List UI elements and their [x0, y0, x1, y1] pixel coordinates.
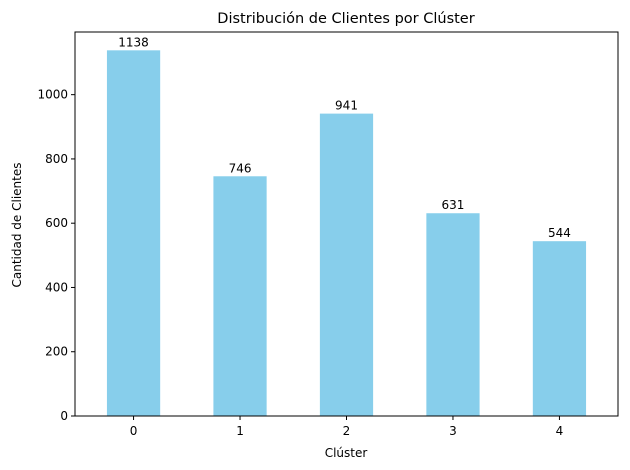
y-tick-label: 800	[45, 152, 68, 166]
x-tick-label: 0	[130, 424, 138, 438]
x-tick-label: 4	[556, 424, 564, 438]
y-tick-label: 200	[45, 345, 68, 359]
plot-frame	[74, 31, 619, 417]
bar-cluster-2	[319, 113, 374, 416]
data-label-cluster-4: 544	[548, 226, 571, 240]
y-axis-ticks: 0 200 400 600 800 1000	[37, 88, 75, 423]
x-axis-ticks: 0 1 2 3 4	[130, 416, 564, 438]
y-axis-label: Cantidad de Clientes	[10, 163, 24, 288]
bars	[106, 50, 587, 417]
bar-cluster-3	[426, 213, 480, 416]
x-axis-label: Clúster	[325, 446, 368, 460]
bar-cluster-1	[213, 176, 267, 416]
data-labels: 1138 746 941 631 544	[118, 35, 571, 240]
y-tick-label: 0	[60, 409, 68, 423]
data-label-cluster-3: 631	[442, 198, 465, 212]
y-tick-label: 400	[45, 280, 68, 294]
x-tick-label: 1	[236, 424, 244, 438]
bar-cluster-0	[106, 50, 161, 417]
data-label-cluster-2: 941	[335, 99, 358, 113]
chart-title: Distribución de Clientes por Clúster	[217, 11, 474, 27]
x-tick-label: 3	[449, 424, 457, 438]
data-label-cluster-1: 746	[229, 161, 252, 175]
y-tick-label: 600	[45, 216, 68, 230]
y-tick-label: 1000	[37, 88, 68, 102]
x-tick-label: 2	[343, 424, 351, 438]
bar-cluster-4	[532, 241, 587, 416]
data-label-cluster-0: 1138	[118, 35, 149, 49]
